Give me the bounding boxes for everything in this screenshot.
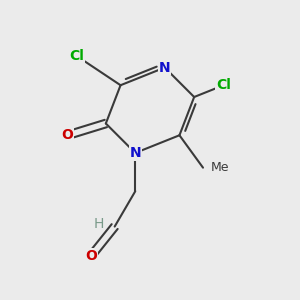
Text: Cl: Cl — [69, 49, 84, 63]
Text: O: O — [85, 249, 97, 263]
Text: Me: Me — [210, 161, 229, 174]
Text: N: N — [130, 146, 141, 160]
Text: Cl: Cl — [216, 78, 231, 92]
Text: H: H — [94, 217, 104, 231]
Text: O: O — [61, 128, 74, 142]
Text: N: N — [159, 61, 170, 75]
